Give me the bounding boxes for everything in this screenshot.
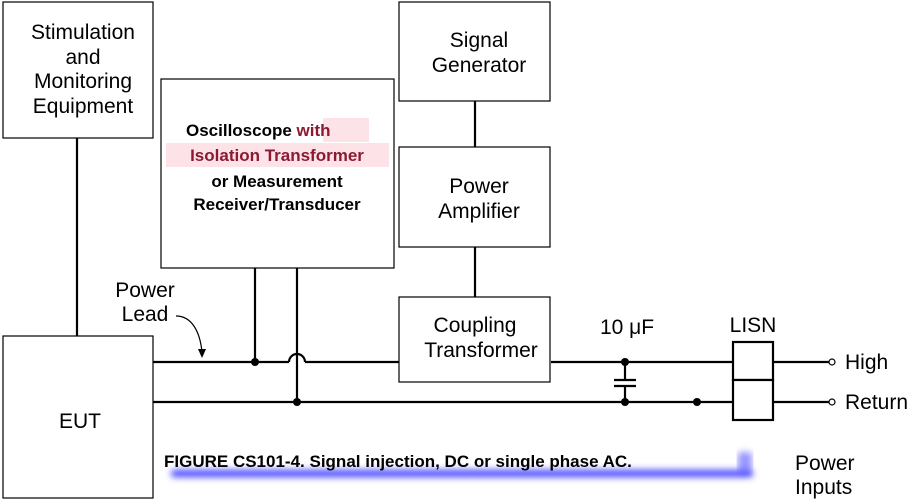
eut-box: EUT (2, 335, 154, 499)
caption-glow-bar (171, 470, 753, 477)
scope-line-3: or Measurement (211, 172, 343, 191)
highlight-isolation-transformer (166, 143, 389, 167)
terminal-return (828, 398, 836, 406)
stimulation-monitoring-box: Stimulation and Monitoring Equipment (2, 1, 154, 139)
coupling-transformer-line-1: Coupling (434, 314, 517, 337)
junction-dot (293, 398, 301, 406)
stim-box-line-4: Equipment (33, 95, 134, 118)
power-lead-pointer-arrow (175, 315, 203, 353)
junction-dot (621, 398, 629, 406)
scope-line-2: Isolation Transformer (190, 146, 364, 165)
power-amplifier-line-2: Amplifier (438, 200, 520, 223)
stim-box-line-1: Stimulation (31, 21, 135, 44)
oscilloscope-box: Oscilloscope with Isolation Transformer … (160, 78, 395, 269)
scope-line-4: Receiver/Transducer (193, 195, 361, 214)
power-inputs-line-1: Power (795, 452, 855, 475)
scope-line-1: Oscilloscope with (186, 121, 331, 140)
figure-caption: FIGURE CS101-4. Signal injection, DC or … (164, 452, 632, 471)
lisn-label: LISN (730, 314, 777, 337)
power-lead-line-1: Power (115, 279, 175, 302)
scope-line-1-highlight: with (296, 121, 331, 140)
highlight-with (323, 118, 369, 142)
power-inputs-line-2: Inputs (795, 476, 852, 499)
stim-box-line-3: Monitoring (34, 70, 132, 93)
terminal-return-label: Return (845, 391, 908, 414)
scope-line-1-plain: Oscilloscope (186, 121, 297, 140)
terminal-high-label: High (845, 351, 888, 374)
eut-label: EUT (59, 410, 101, 433)
power-amplifier-line-1: Power (449, 175, 509, 198)
junction-dots (251, 358, 701, 406)
caption-glow-tail (738, 452, 752, 472)
capacitor-label: 10 μF (600, 316, 654, 339)
junction-dot (621, 358, 629, 366)
figure-caption-group: FIGURE CS101-4. Signal injection, DC or … (164, 452, 753, 477)
power-lead-arrowhead (198, 349, 206, 358)
terminal-high (828, 358, 836, 366)
power-amplifier-box: Power Amplifier (398, 146, 551, 248)
power-lead-line-2: Lead (122, 303, 169, 326)
signal-generator-line-1: Signal (450, 29, 508, 52)
signal-generator-box: Signal Generator (398, 1, 551, 102)
wiring (75, 101, 829, 404)
coupling-transformer-box: Coupling Transformer (398, 296, 551, 383)
power-lead-annotation: Power Lead (115, 279, 206, 358)
signal-generator-line-2: Generator (432, 54, 527, 77)
lisn-box: LISN (730, 314, 777, 422)
coupling-transformer-line-2: Transformer (424, 339, 538, 362)
junction-dot (251, 358, 259, 366)
stim-box-line-2: and (65, 46, 100, 69)
junction-dot (693, 398, 701, 406)
